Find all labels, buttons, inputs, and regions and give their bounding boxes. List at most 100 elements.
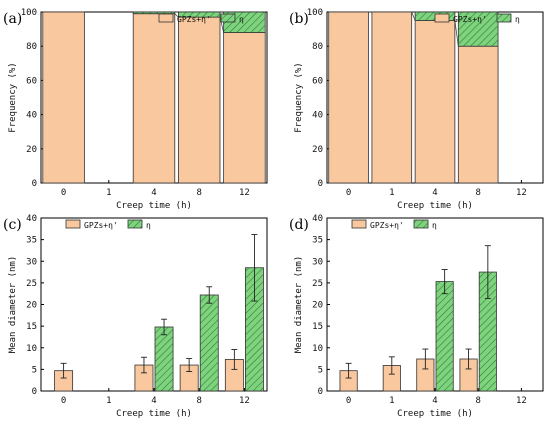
- panel-label: (c): [3, 217, 22, 233]
- x-tick-label: 12: [239, 188, 250, 198]
- y-tick-label: 80: [312, 42, 323, 52]
- y-tick-label: 0: [32, 387, 37, 397]
- x-tick-label: 4: [151, 188, 156, 198]
- bar-gpzs: [42, 11, 85, 184]
- y-tick-label: 5: [318, 365, 323, 375]
- y-tick-label: 35: [312, 236, 323, 246]
- y-tick-label: 15: [312, 322, 323, 332]
- y-axis-label: Frequency (%): [8, 62, 18, 132]
- legend-swatch-gpzs: [65, 219, 81, 229]
- bar-eta: [154, 326, 174, 392]
- legend-label-gpzs: GPZs+η': [370, 221, 404, 230]
- y-tick-label: 5: [32, 365, 37, 375]
- y-tick-label: 20: [26, 301, 37, 311]
- x-tick-label: 1: [389, 188, 394, 198]
- x-tick-label: 4: [432, 188, 437, 198]
- bar-gpzs: [132, 13, 176, 184]
- legend: GPZs+η' η: [434, 13, 520, 24]
- y-tick-label: 20: [26, 145, 37, 155]
- y-tick-label: 25: [312, 279, 323, 289]
- legend-label-gpzs: GPZs+η': [177, 15, 211, 24]
- legend-swatch-gpzs: [158, 13, 174, 23]
- bar-gpzs: [223, 32, 266, 184]
- bar-gpzs: [371, 11, 413, 184]
- x-tick-label: 0: [61, 396, 66, 406]
- legend-label-gpzs: GPZs+η': [453, 15, 487, 24]
- y-tick-label: 0: [318, 179, 323, 189]
- chart-panel-1: 0 20 40 60 80 100 0 1 4 8 12 Creep time (h) Frequenc…: [289, 8, 544, 211]
- bar-gpzs: [414, 20, 456, 184]
- y-tick-label: 30: [26, 257, 37, 267]
- y-tick-label: 35: [26, 236, 37, 246]
- x-tick-label: 8: [475, 396, 480, 406]
- y-tick-label: 10: [312, 344, 323, 354]
- x-tick-label: 4: [432, 396, 437, 406]
- connector-line: [411, 11, 416, 21]
- bar-eta: [178, 11, 221, 18]
- y-tick-label: 100: [307, 8, 323, 18]
- x-tick-label: 12: [239, 396, 250, 406]
- chart-panel-3: 0 5 10 15 20 25 30 35 40 0 1 4 8 12 Creep time (h) Mean…: [289, 214, 544, 419]
- legend-label-gpzs: GPZs+η': [84, 221, 118, 230]
- y-tick-label: 10: [26, 344, 37, 354]
- bar-gpzs: [328, 11, 369, 184]
- legend-label-eta: η: [432, 221, 437, 230]
- legend-swatch-eta: [127, 219, 143, 229]
- y-tick-label: 40: [312, 214, 323, 224]
- bar-gpzs: [178, 16, 221, 184]
- bar-eta: [199, 294, 219, 392]
- x-tick-label: 12: [516, 396, 527, 406]
- legend-label-eta: η: [239, 15, 244, 24]
- bar-gpzs: [457, 45, 499, 184]
- y-tick-label: 60: [26, 76, 37, 86]
- y-tick-label: 0: [32, 179, 37, 189]
- legend-label-eta: η: [515, 15, 520, 24]
- y-tick-label: 20: [312, 145, 323, 155]
- connector-line: [219, 17, 224, 33]
- legend-swatch-gpzs: [351, 219, 367, 229]
- y-tick-label: 0: [318, 387, 323, 397]
- legend-swatch-eta: [496, 13, 512, 23]
- x-tick-label: 12: [516, 188, 527, 198]
- y-tick-label: 40: [26, 214, 37, 224]
- y-tick-label: 25: [26, 279, 37, 289]
- legend-swatch-eta: [413, 219, 429, 229]
- x-tick-label: 8: [196, 396, 201, 406]
- legend-label-eta: η: [146, 221, 151, 230]
- bar-eta: [457, 11, 499, 47]
- y-tick-label: 100: [21, 8, 37, 18]
- y-axis-label: Frequency (%): [294, 62, 304, 132]
- y-tick-label: 40: [312, 111, 323, 121]
- chart-panel-2: 0 5 10 15 20 25 30 35 40 0 1 4 8 12 Creep time (h) Mean…: [3, 214, 268, 419]
- x-tick-label: 8: [475, 188, 480, 198]
- x-tick-label: 0: [61, 188, 66, 198]
- connector-line: [454, 20, 459, 47]
- y-tick-label: 30: [312, 257, 323, 267]
- y-axis-label: Mean diameter (nm): [8, 256, 18, 354]
- x-tick-label: 1: [106, 188, 111, 198]
- legend: GPZs+η' η: [351, 219, 437, 230]
- x-axis-label: Creep time (h): [116, 409, 192, 419]
- legend-swatch-gpzs: [434, 13, 450, 23]
- legend: GPZs+η' η: [65, 219, 151, 230]
- y-axis-label: Mean diameter (nm): [294, 256, 304, 354]
- plot-frame: [326, 217, 544, 392]
- y-tick-label: 60: [312, 76, 323, 86]
- legend: GPZs+η' η: [158, 13, 244, 24]
- x-axis-label: Creep time (h): [397, 201, 473, 211]
- x-axis-label: Creep time (h): [397, 409, 473, 419]
- connector-line: [174, 13, 179, 18]
- chart-panel-0: 0 20 40 60 80 100 0 1 4 8 12 Creep time (h) Frequenc…: [3, 8, 268, 211]
- y-tick-label: 80: [26, 42, 37, 52]
- x-tick-label: 0: [346, 188, 351, 198]
- legend-swatch-eta: [220, 13, 236, 23]
- panel-label: (d): [289, 217, 309, 233]
- y-tick-label: 20: [312, 301, 323, 311]
- panel-label: (b): [289, 11, 309, 27]
- x-axis-label: Creep time (h): [116, 201, 192, 211]
- x-tick-label: 0: [346, 396, 351, 406]
- bar-eta: [132, 11, 176, 15]
- x-tick-label: 4: [151, 396, 156, 406]
- y-tick-label: 40: [26, 111, 37, 121]
